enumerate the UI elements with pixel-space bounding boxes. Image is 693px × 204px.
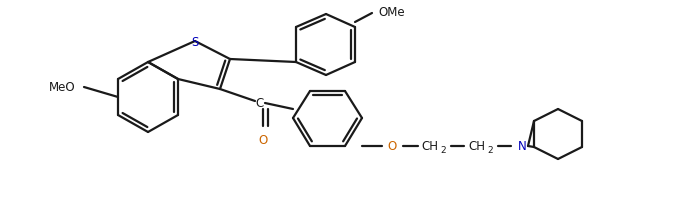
Text: MeO: MeO xyxy=(49,81,76,94)
Text: 2: 2 xyxy=(440,146,446,155)
Text: S: S xyxy=(191,35,199,48)
Text: 2: 2 xyxy=(487,146,493,155)
Text: N: N xyxy=(518,140,527,153)
Text: CH: CH xyxy=(421,140,439,153)
Text: OMe: OMe xyxy=(378,6,405,18)
Text: CH: CH xyxy=(468,140,486,153)
Text: O: O xyxy=(387,140,396,153)
Text: O: O xyxy=(258,133,267,146)
Text: C: C xyxy=(256,97,264,110)
